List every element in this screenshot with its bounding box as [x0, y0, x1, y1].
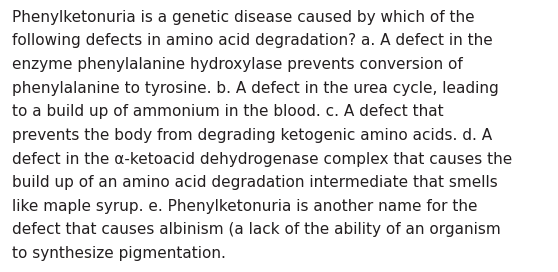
- Text: defect that causes albinism (a lack of the ability of an organism: defect that causes albinism (a lack of t…: [12, 222, 501, 237]
- Text: defect in the α-ketoacid dehydrogenase complex that causes the: defect in the α-ketoacid dehydrogenase c…: [12, 152, 513, 166]
- Text: build up of an amino acid degradation intermediate that smells: build up of an amino acid degradation in…: [12, 175, 498, 190]
- Text: enzyme phenylalanine hydroxylase prevents conversion of: enzyme phenylalanine hydroxylase prevent…: [12, 57, 463, 72]
- Text: Phenylketonuria is a genetic disease caused by which of the: Phenylketonuria is a genetic disease cau…: [12, 10, 475, 24]
- Text: following defects in amino acid degradation? a. A defect in the: following defects in amino acid degradat…: [12, 33, 493, 48]
- Text: to synthesize pigmentation.: to synthesize pigmentation.: [12, 246, 226, 261]
- Text: to a build up of ammonium in the blood. c. A defect that: to a build up of ammonium in the blood. …: [12, 104, 444, 119]
- Text: phenylalanine to tyrosine. b. A defect in the urea cycle, leading: phenylalanine to tyrosine. b. A defect i…: [12, 81, 499, 95]
- Text: prevents the body from degrading ketogenic amino acids. d. A: prevents the body from degrading ketogen…: [12, 128, 492, 143]
- Text: like maple syrup. e. Phenylketonuria is another name for the: like maple syrup. e. Phenylketonuria is …: [12, 199, 478, 214]
